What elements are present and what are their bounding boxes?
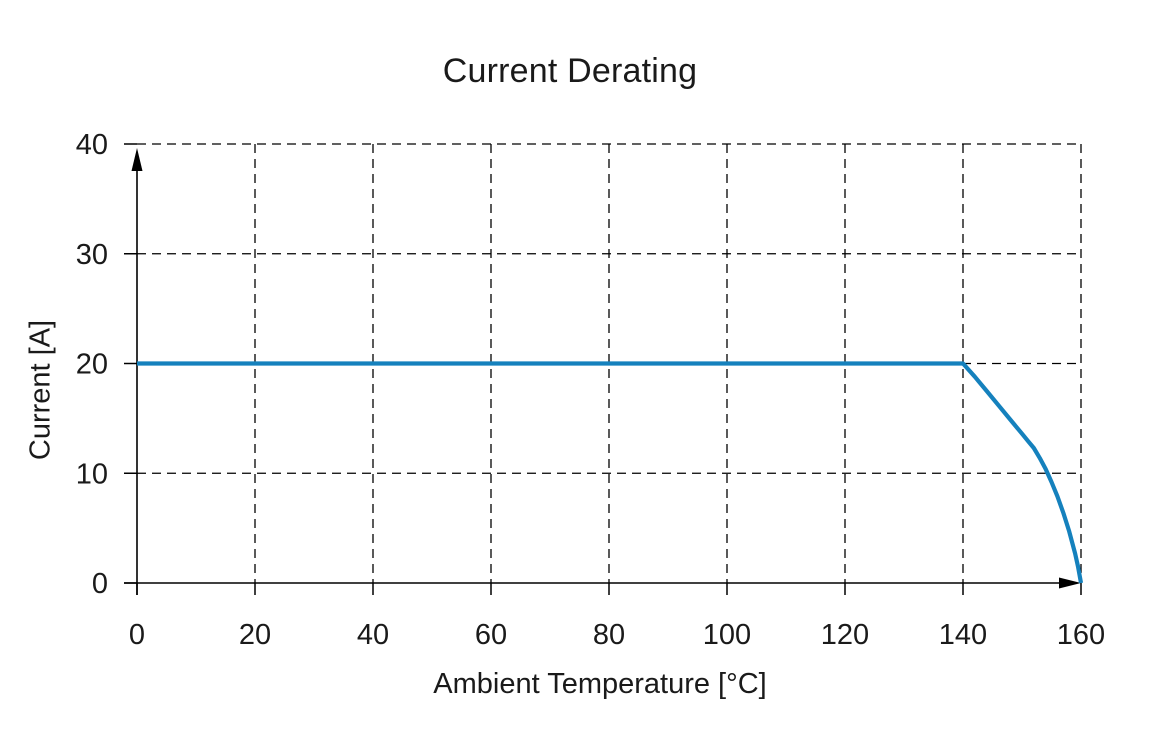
y-axis-arrow	[131, 148, 143, 171]
x-tick-label: 0	[129, 619, 145, 651]
x-tick-label: 140	[939, 619, 987, 651]
x-tick-label: 20	[239, 619, 271, 651]
tick-labels-layer: 0 10 20 30 40 0 20 40 60 80 100 120 140 160	[76, 129, 1105, 651]
x-axis-label: Ambient Temperature [°C]	[433, 668, 767, 700]
y-tick-label: 30	[76, 239, 108, 271]
tick-marks-layer	[124, 143, 1082, 595]
chart-title: Current Derating	[442, 52, 698, 90]
x-tick-label: 80	[593, 619, 625, 651]
x-tick-label: 100	[703, 619, 751, 651]
x-tick-label: 160	[1057, 619, 1105, 651]
y-tick-label: 10	[76, 458, 108, 490]
x-tick-label: 120	[821, 619, 869, 651]
axes-layer	[124, 148, 1081, 595]
x-tick-label: 40	[357, 619, 389, 651]
x-axis-arrow	[1059, 577, 1081, 589]
y-tick-label: 40	[76, 129, 108, 161]
x-tick-label: 60	[475, 619, 507, 651]
grid-layer	[137, 143, 1082, 583]
y-tick-label: 20	[76, 349, 108, 381]
y-tick-label: 0	[92, 568, 108, 600]
series-line-rated-current-vs-ambient-temperature	[137, 361, 1084, 584]
